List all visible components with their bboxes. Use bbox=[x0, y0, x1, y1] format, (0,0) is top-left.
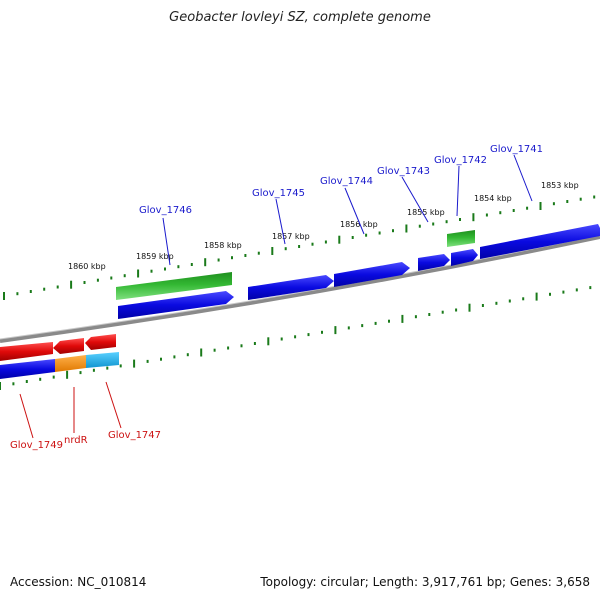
gene-glov-1745[interactable] bbox=[248, 275, 334, 300]
leader-line bbox=[275, 198, 286, 245]
leader-line bbox=[456, 165, 460, 217]
kbp-label: 1856 kbp bbox=[340, 220, 378, 229]
gene-label-top[interactable]: Glov_1742 bbox=[434, 155, 487, 166]
gene-glov-1747[interactable] bbox=[86, 352, 119, 368]
gene-glov-1746-green[interactable] bbox=[116, 272, 232, 300]
leader-line bbox=[162, 217, 171, 266]
gene-nrdr-red[interactable] bbox=[53, 338, 84, 354]
upper-tick-ruler bbox=[3, 195, 596, 300]
gene-label-top[interactable]: Glov_1745 bbox=[252, 188, 305, 199]
leader-line bbox=[344, 187, 365, 235]
leader-line bbox=[19, 393, 34, 439]
gene-glov-1744[interactable] bbox=[334, 262, 410, 287]
leader-line bbox=[513, 154, 533, 202]
kbp-label: 1857 kbp bbox=[272, 232, 310, 241]
gene-label-bottom[interactable]: Glov_1747 bbox=[108, 430, 161, 441]
leader-line bbox=[105, 381, 122, 429]
accession-text: Accession: NC_010814 bbox=[10, 575, 147, 589]
gene-glov-1749-red[interactable] bbox=[0, 342, 53, 361]
gene-glov-1743[interactable] bbox=[418, 254, 450, 271]
gene-label-bottom[interactable]: Glov_1749 bbox=[10, 440, 63, 451]
kbp-label: 1859 kbp bbox=[136, 252, 174, 261]
gene-glov-1747-red[interactable] bbox=[85, 334, 116, 350]
lower-tick-ruler bbox=[0, 286, 592, 390]
gene-label-bottom[interactable]: nrdR bbox=[64, 435, 88, 446]
genome-summary-text: Topology: circular; Length: 3,917,761 bp… bbox=[260, 575, 590, 589]
kbp-label: 1853 kbp bbox=[541, 181, 579, 190]
gene-glov-1746[interactable] bbox=[118, 291, 234, 319]
gene-nrdr[interactable] bbox=[55, 355, 86, 372]
genome-backbone bbox=[0, 235, 600, 343]
leader-line bbox=[401, 176, 429, 223]
kbp-label: 1854 kbp bbox=[474, 194, 512, 203]
kbp-label: 1858 kbp bbox=[204, 241, 242, 250]
gene-glov-1741[interactable] bbox=[480, 224, 600, 259]
kbp-label: 1855 kbp bbox=[407, 208, 445, 217]
gene-label-top[interactable]: Glov_1744 bbox=[320, 176, 373, 187]
gene-label-top[interactable]: Glov_1741 bbox=[490, 144, 543, 155]
gene-glov-1742[interactable] bbox=[451, 249, 478, 266]
kbp-label: 1860 kbp bbox=[68, 262, 106, 271]
gene-label-top[interactable]: Glov_1746 bbox=[139, 205, 192, 216]
map-title: Geobacter lovleyi SZ, complete genome bbox=[169, 10, 431, 25]
gene-glov-1749[interactable] bbox=[0, 359, 55, 379]
gene-label-top[interactable]: Glov_1743 bbox=[377, 166, 430, 177]
genome-backbone-highlight bbox=[0, 234, 600, 340]
gene-glov-1742-green[interactable] bbox=[447, 230, 475, 247]
